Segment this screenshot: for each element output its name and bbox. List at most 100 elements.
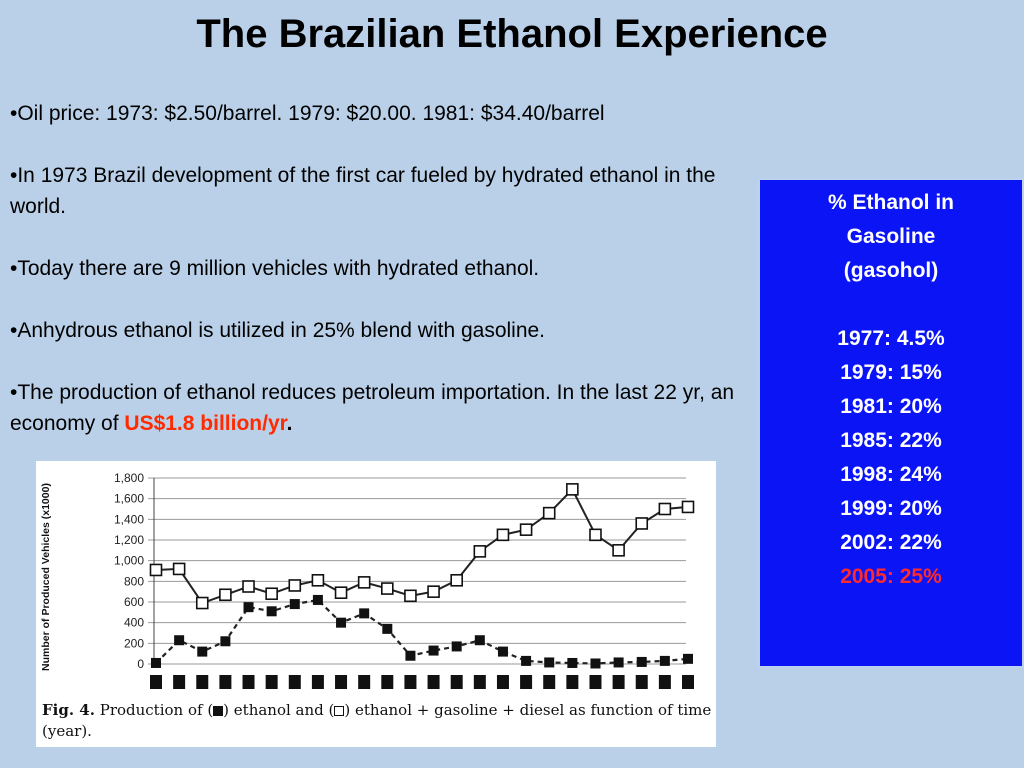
bullet-production-text: •The production of ethanol reduces petro… xyxy=(10,381,735,435)
data-point-filled-square xyxy=(197,646,208,657)
x-category-marker xyxy=(520,675,533,689)
x-category-marker xyxy=(496,675,509,689)
x-category-marker xyxy=(658,675,671,689)
y-tick-label: 1,200 xyxy=(114,533,144,547)
data-point-open-square xyxy=(496,528,510,542)
data-point-open-square xyxy=(542,506,556,520)
data-point-open-square xyxy=(265,587,278,601)
data-point-open-square xyxy=(450,574,463,587)
data-point-filled-square xyxy=(451,641,462,652)
x-category-marker xyxy=(358,675,371,689)
data-point-filled-square xyxy=(336,617,347,628)
bullet-list: •Oil price: 1973: $2.50/barrel. 1979: $2… xyxy=(10,98,750,470)
y-tick-label: 800 xyxy=(124,574,144,588)
x-category-marker xyxy=(404,675,417,689)
data-point-filled-square xyxy=(243,602,254,613)
box-row: 1999: 20% xyxy=(840,497,942,520)
y-tick-label: 400 xyxy=(124,616,144,630)
box-row: 1998: 24% xyxy=(840,463,942,486)
x-category-marker xyxy=(288,675,301,689)
y-axis-label-svg: Number of Produced Vehicles (x1000) xyxy=(40,483,52,671)
x-category-marker xyxy=(173,675,186,689)
data-point-open-square xyxy=(219,588,232,602)
figure-panel: 0 200 400 600 800 1,000 1,200 1,400 1,600 1,800 xyxy=(36,461,716,747)
data-point-filled-square xyxy=(220,636,231,647)
economy-highlight: US$1.8 billion/yr xyxy=(124,412,287,435)
y-tick-label: 600 xyxy=(124,595,144,609)
caption-part-b: ) ethanol and ( xyxy=(223,701,335,719)
data-point-open-square xyxy=(589,528,602,542)
y-tick-label: 0 xyxy=(137,657,144,671)
data-point-open-square xyxy=(357,576,371,589)
data-point-filled-square xyxy=(428,645,439,656)
bullet-production-end: . xyxy=(286,412,293,435)
x-category-marker xyxy=(682,675,694,689)
x-category-marker xyxy=(219,675,232,689)
x-category-marker xyxy=(612,675,625,689)
data-point-open-square xyxy=(334,586,348,599)
data-point-open-square xyxy=(149,563,163,577)
data-point-filled-square xyxy=(474,635,485,646)
y-tick-label: 1,400 xyxy=(114,512,144,526)
data-point-open-square xyxy=(404,589,417,603)
data-point-filled-square xyxy=(405,650,416,661)
x-category-marker xyxy=(196,675,209,689)
bullet-oil-price: •Oil price: 1973: $2.50/barrel. 1979: $2… xyxy=(10,102,605,125)
x-category-marker xyxy=(450,675,463,689)
data-point-filled-square xyxy=(613,657,624,668)
x-category-marker xyxy=(335,675,348,689)
x-category-marker xyxy=(150,675,162,689)
x-category-marker xyxy=(473,675,486,689)
box-row-highlight: 2005: 25% xyxy=(840,565,942,588)
data-point-open-square xyxy=(566,483,579,496)
box-spacer xyxy=(760,288,1022,322)
data-point-filled-square xyxy=(497,646,508,657)
box-row: 1985: 22% xyxy=(840,429,942,452)
data-point-filled-square xyxy=(683,653,693,664)
data-point-open-square xyxy=(381,582,394,595)
data-point-filled-square xyxy=(636,656,647,667)
data-point-filled-square xyxy=(359,608,370,619)
box-row: 1977: 4.5% xyxy=(837,327,945,350)
x-category-marker xyxy=(427,675,440,689)
box-heading-line1: % Ethanol in xyxy=(828,191,954,214)
data-point-filled-square xyxy=(567,657,578,668)
figure-caption: Fig. 4. Production of () ethanol and () … xyxy=(42,700,712,742)
box-heading-line2: Gasoline xyxy=(846,225,936,248)
data-point-open-square xyxy=(288,579,302,592)
data-point-open-square xyxy=(427,585,440,598)
x-category-marker xyxy=(381,675,394,689)
bullet-production: •The production of ethanol reduces petro… xyxy=(10,377,750,439)
x-category-marker xyxy=(242,675,255,689)
series-line xyxy=(155,487,689,605)
ethanol-percentage-box: % Ethanol in Gasoline (gasohol) 1977: 4.… xyxy=(758,178,1024,668)
bullet-anhydrous: •Anhydrous ethanol is utilized in 25% bl… xyxy=(10,319,546,342)
data-point-filled-square xyxy=(174,635,185,646)
filled-square-symbol xyxy=(213,706,224,716)
y-tick-label: 1,800 xyxy=(114,471,144,485)
bullet-first-car: •In 1973 Brazil development of the first… xyxy=(10,164,716,218)
box-row: 1981: 20% xyxy=(840,395,942,418)
caption-part-c: ) ethanol + gasoline + diesel as functio… xyxy=(42,701,712,740)
vehicle-production-chart: 0 200 400 600 800 1,000 1,200 1,400 1,600 1,800 xyxy=(114,471,695,689)
data-point-filled-square xyxy=(312,594,323,605)
caption-fig-number: Fig. 4. xyxy=(42,701,95,719)
series-line xyxy=(155,598,689,665)
data-point-open-square xyxy=(473,545,487,558)
y-axis-label: Number of Produced Vehicles (x1000) xyxy=(40,483,52,671)
data-point-filled-square xyxy=(590,658,601,669)
data-point-open-square xyxy=(612,544,625,557)
data-point-open-square xyxy=(172,562,186,576)
x-category-marker xyxy=(265,675,278,689)
data-point-filled-square xyxy=(382,623,393,634)
data-point-open-square xyxy=(311,574,325,587)
open-square-symbol xyxy=(334,706,345,716)
slide-title: The Brazilian Ethanol Experience xyxy=(196,12,828,56)
data-point-filled-square xyxy=(659,655,670,666)
data-point-open-square xyxy=(681,500,695,514)
data-point-filled-square xyxy=(544,657,555,668)
x-category-marker xyxy=(635,675,648,689)
box-heading-line3: (gasohol) xyxy=(843,259,939,282)
data-point-open-square xyxy=(519,523,533,536)
data-point-filled-square xyxy=(521,655,532,666)
